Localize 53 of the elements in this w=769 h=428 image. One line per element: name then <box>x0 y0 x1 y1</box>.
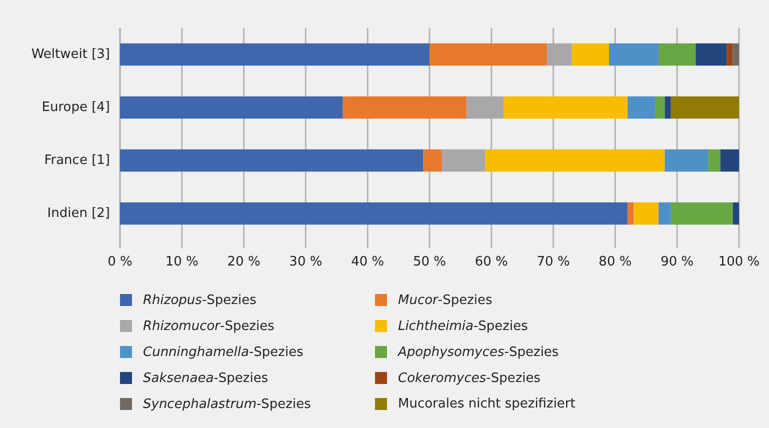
bar <box>658 43 696 66</box>
bar <box>120 202 628 225</box>
bar <box>732 202 739 225</box>
bar <box>664 149 708 172</box>
legend-label: Lichtheimia-Spezies <box>398 318 528 334</box>
x-tick-label: 100 % <box>718 254 760 270</box>
bar <box>696 43 727 66</box>
bar <box>726 43 733 66</box>
bar <box>664 96 671 119</box>
x-tick-label: 90 % <box>660 254 694 270</box>
x-tick-label: 40 % <box>351 254 384 270</box>
y-tick-label: Europe [4] <box>42 100 110 115</box>
legend-label: Apophysomyces-Spezies <box>397 344 559 360</box>
bar <box>658 202 671 225</box>
x-tick-label: 60 % <box>474 254 508 270</box>
bar <box>628 202 634 225</box>
bar <box>342 96 467 119</box>
y-tick-label: France [1] <box>44 153 110 168</box>
legend-label: Cokeromyces-Spezies <box>398 370 541 386</box>
legend-label: Mucorales nicht spezifiziert <box>398 396 576 412</box>
y-tick-label: Indien [2] <box>47 206 110 221</box>
x-tick-label: 10 % <box>165 254 198 270</box>
bar <box>120 43 430 66</box>
y-tick-label: Weltweit [3] <box>31 47 110 62</box>
legend-label: Cunninghamella-Spezies <box>143 344 304 360</box>
bar <box>504 96 628 119</box>
legend-label: Rhizomucor-Spezies <box>143 318 275 334</box>
bar <box>720 149 739 172</box>
bar <box>120 149 424 172</box>
bar <box>732 43 739 66</box>
bar <box>423 149 442 172</box>
bar <box>655 96 665 119</box>
bar <box>572 43 610 66</box>
bar <box>430 43 548 66</box>
bar <box>628 96 656 119</box>
bar <box>670 96 739 119</box>
bar <box>609 43 659 66</box>
x-tick-label: 70 % <box>536 254 570 270</box>
bar <box>634 202 659 225</box>
legend-label: Rhizopus-Spezies <box>143 292 257 308</box>
x-tick-label: 50 % <box>412 254 446 270</box>
bar <box>120 96 343 119</box>
x-tick-label: 80 % <box>598 254 632 270</box>
legend-label: Saksenaea-Spezies <box>143 370 268 386</box>
x-tick-label: 0 % <box>108 254 132 270</box>
bar <box>670 202 733 225</box>
x-tick-label: 20 % <box>227 254 260 270</box>
legend-label: Mucor-Spezies <box>398 292 493 308</box>
bar <box>442 149 486 172</box>
legend-label: Syncephalastrum-Spezies <box>143 396 312 412</box>
bar <box>485 149 665 172</box>
bar <box>708 149 720 172</box>
x-tick-label: 30 % <box>289 254 322 270</box>
